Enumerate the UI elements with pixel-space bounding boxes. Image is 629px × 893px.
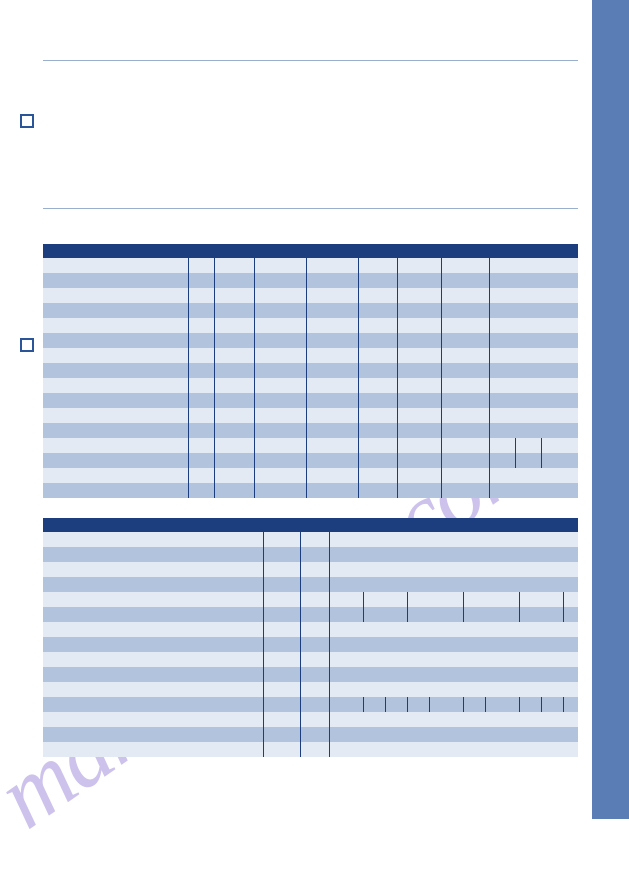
table-row	[43, 727, 578, 742]
table-row	[43, 592, 578, 607]
table-row	[43, 742, 578, 757]
table-row	[43, 333, 578, 348]
table-row	[43, 532, 578, 547]
table-row	[43, 258, 578, 273]
table-row	[43, 562, 578, 577]
table-row	[43, 363, 578, 378]
table-row	[43, 378, 578, 393]
table-row	[43, 423, 578, 438]
table-row	[43, 622, 578, 637]
table-row	[43, 468, 578, 483]
table-row	[43, 408, 578, 423]
table-row	[43, 438, 578, 453]
table-row	[43, 393, 578, 408]
table-row	[43, 273, 578, 288]
table-row	[43, 547, 578, 562]
table-row	[43, 697, 578, 712]
table-row	[43, 682, 578, 697]
checkbox-marker-icon	[20, 338, 34, 352]
spec-table-1	[43, 244, 578, 498]
page-container: manualshive.com	[0, 0, 629, 893]
table-row	[43, 712, 578, 727]
content-area	[0, 0, 592, 757]
table-row	[43, 288, 578, 303]
spec-table-2	[43, 518, 578, 757]
table-row	[43, 483, 578, 498]
right-sidebar-stripe	[592, 0, 629, 819]
table-header-row	[43, 244, 578, 258]
table-row	[43, 607, 578, 622]
table-header-row	[43, 518, 578, 532]
checkbox-marker-icon	[20, 114, 34, 128]
table-row	[43, 652, 578, 667]
table-row	[43, 453, 578, 468]
table-row	[43, 303, 578, 318]
table-row	[43, 577, 578, 592]
divider-top	[43, 60, 578, 61]
divider-mid	[43, 208, 578, 209]
table-row	[43, 348, 578, 363]
table-row	[43, 318, 578, 333]
table-row	[43, 667, 578, 682]
table-row	[43, 637, 578, 652]
